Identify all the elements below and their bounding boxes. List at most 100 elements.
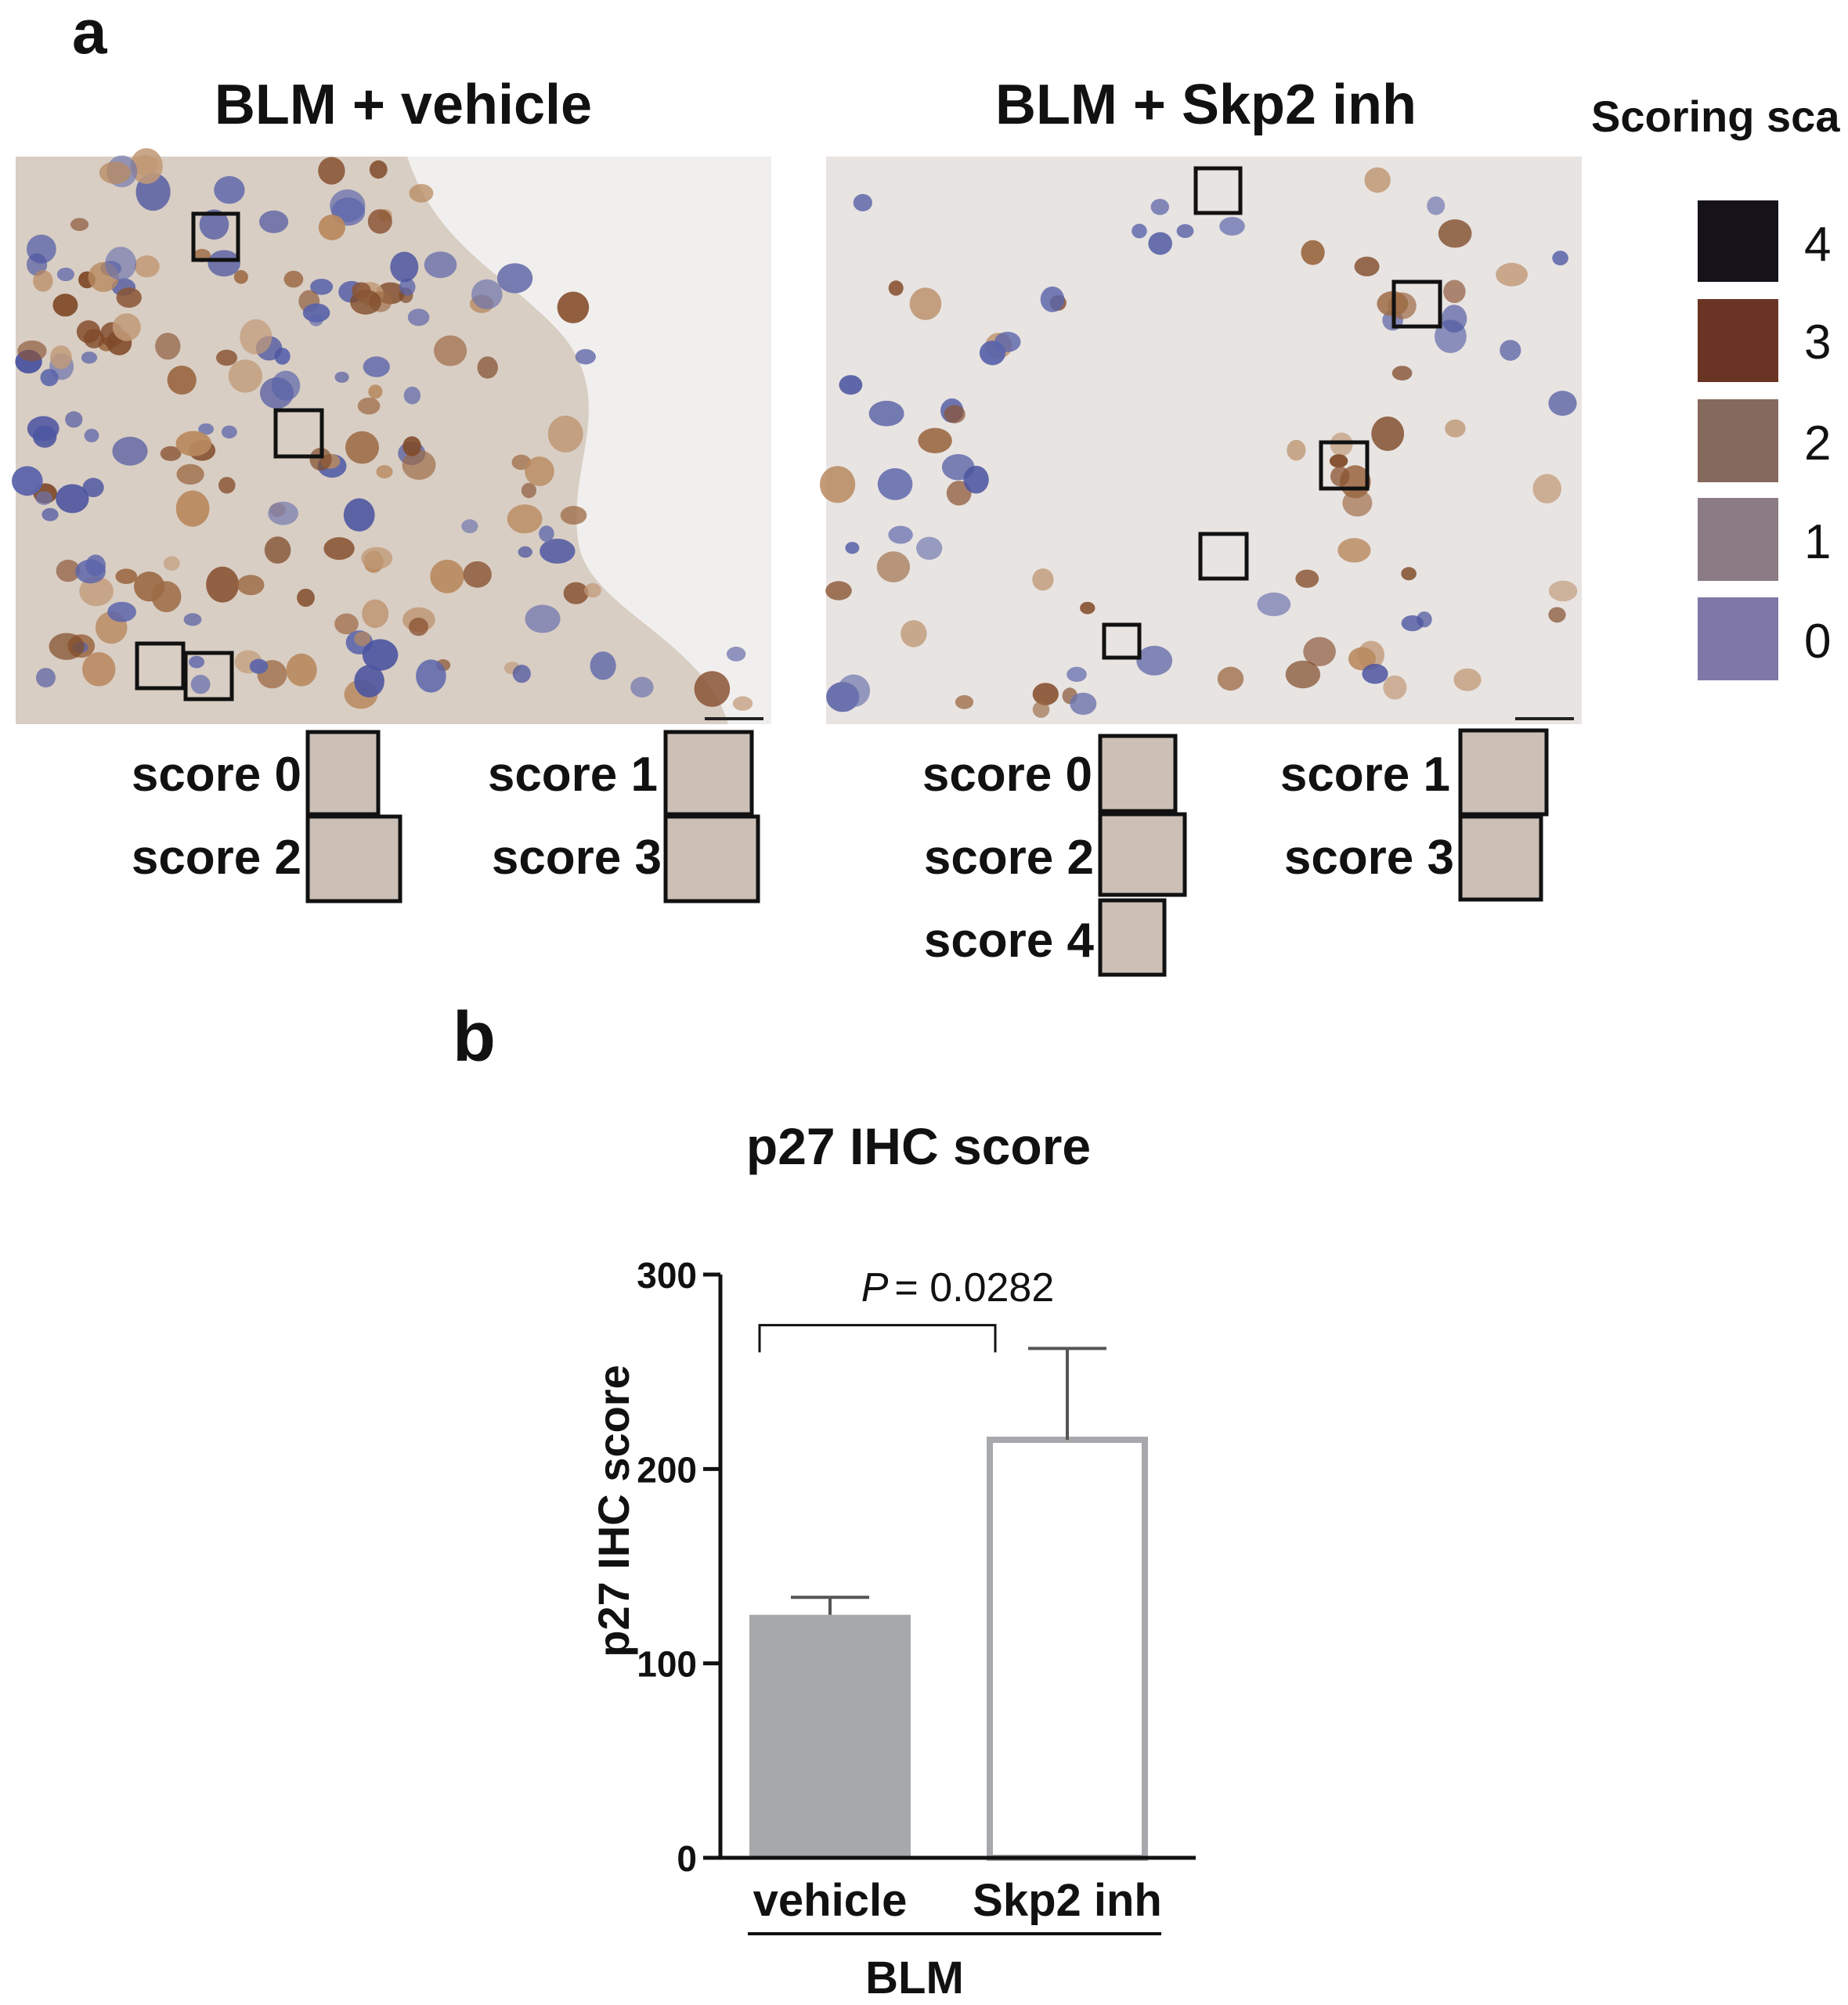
cell	[525, 604, 561, 633]
cell	[12, 466, 43, 496]
cell	[496, 263, 533, 294]
inset-label: score 2	[132, 831, 301, 885]
cell	[249, 658, 269, 674]
cell	[944, 405, 966, 424]
cell	[1337, 538, 1371, 563]
cell	[845, 542, 860, 554]
roi-box	[1193, 166, 1243, 215]
cell	[286, 653, 317, 687]
cell	[189, 655, 205, 669]
cell	[1391, 366, 1413, 380]
cell	[27, 416, 60, 442]
scale-swatch-4	[1698, 200, 1778, 282]
roi-box	[135, 641, 186, 691]
scale-label: 0	[1804, 615, 1831, 669]
cell	[99, 161, 131, 184]
roi-box	[183, 651, 234, 701]
cell	[888, 280, 904, 296]
cell	[507, 504, 543, 534]
bars	[749, 1347, 1148, 1862]
y-axis-label: p27 IHC score	[589, 1365, 638, 1657]
cell	[584, 582, 601, 598]
cell	[1500, 340, 1521, 361]
chart-title: p27 IHC score	[746, 1117, 1091, 1175]
cell	[79, 576, 114, 607]
group-label: BLM	[865, 1953, 964, 2003]
cell	[1219, 217, 1245, 236]
cell	[40, 369, 59, 387]
cell	[1285, 660, 1321, 689]
cell	[218, 477, 236, 494]
cell	[1441, 305, 1467, 333]
micrograph-skp2	[820, 157, 1582, 724]
cell	[323, 537, 355, 561]
bar-chart: p27 IHC score 0 100 200 300 vehicle Skp2 in…	[589, 1255, 1196, 2003]
cell	[130, 148, 163, 184]
cell	[175, 490, 210, 527]
cell	[334, 371, 349, 383]
cell	[1371, 417, 1405, 451]
cell	[1287, 439, 1306, 461]
inset-score-4	[1098, 898, 1167, 977]
cell	[1401, 615, 1424, 632]
cell	[726, 647, 746, 662]
cell	[837, 674, 871, 708]
roi-box	[1391, 279, 1442, 329]
cell	[208, 250, 241, 277]
cell	[1443, 279, 1466, 304]
cell	[354, 631, 371, 647]
inset-score-1	[1458, 728, 1549, 817]
cell	[376, 465, 393, 479]
cell	[1401, 567, 1417, 581]
cell	[81, 352, 98, 364]
cell	[17, 340, 47, 362]
micrograph-title-skp2: BLM + Skp2 inh	[995, 74, 1417, 136]
cell	[228, 359, 263, 393]
cell	[402, 449, 436, 480]
cell	[518, 546, 532, 558]
cell	[1548, 580, 1578, 602]
cell	[1303, 636, 1336, 666]
cell	[84, 329, 105, 348]
cell	[409, 184, 434, 203]
cell	[1548, 607, 1566, 623]
inset-score-0	[305, 730, 381, 817]
cell	[198, 423, 214, 435]
cell	[1329, 454, 1348, 468]
cell	[236, 575, 265, 596]
p-value: = 0.0282	[894, 1265, 1054, 1311]
cell	[56, 559, 81, 582]
cell	[1532, 474, 1561, 503]
cell	[343, 498, 375, 532]
cell	[525, 456, 554, 486]
cell	[1548, 391, 1577, 417]
cell	[216, 349, 237, 366]
cell	[477, 356, 498, 379]
cell	[471, 279, 503, 309]
cell	[367, 209, 392, 234]
cell	[430, 559, 464, 593]
cell	[909, 287, 942, 320]
cell	[557, 291, 590, 323]
cell	[49, 633, 85, 660]
cell	[206, 566, 240, 603]
cell	[868, 400, 904, 427]
cell	[334, 613, 359, 635]
cell	[199, 209, 229, 240]
cell	[175, 431, 212, 456]
cell	[183, 613, 202, 626]
cell	[390, 251, 419, 283]
cell	[512, 665, 531, 683]
cell	[1040, 287, 1065, 312]
y-tick-label: 100	[637, 1644, 697, 1685]
cell	[1217, 666, 1244, 691]
x-tick-label-skp2: Skp2 inh	[973, 1875, 1162, 1926]
roi-box	[191, 211, 240, 262]
cell	[402, 436, 421, 456]
cell	[1080, 601, 1095, 615]
cell	[309, 447, 332, 471]
cell	[82, 652, 116, 687]
cell	[1354, 256, 1380, 276]
cell-cluster	[12, 148, 753, 711]
